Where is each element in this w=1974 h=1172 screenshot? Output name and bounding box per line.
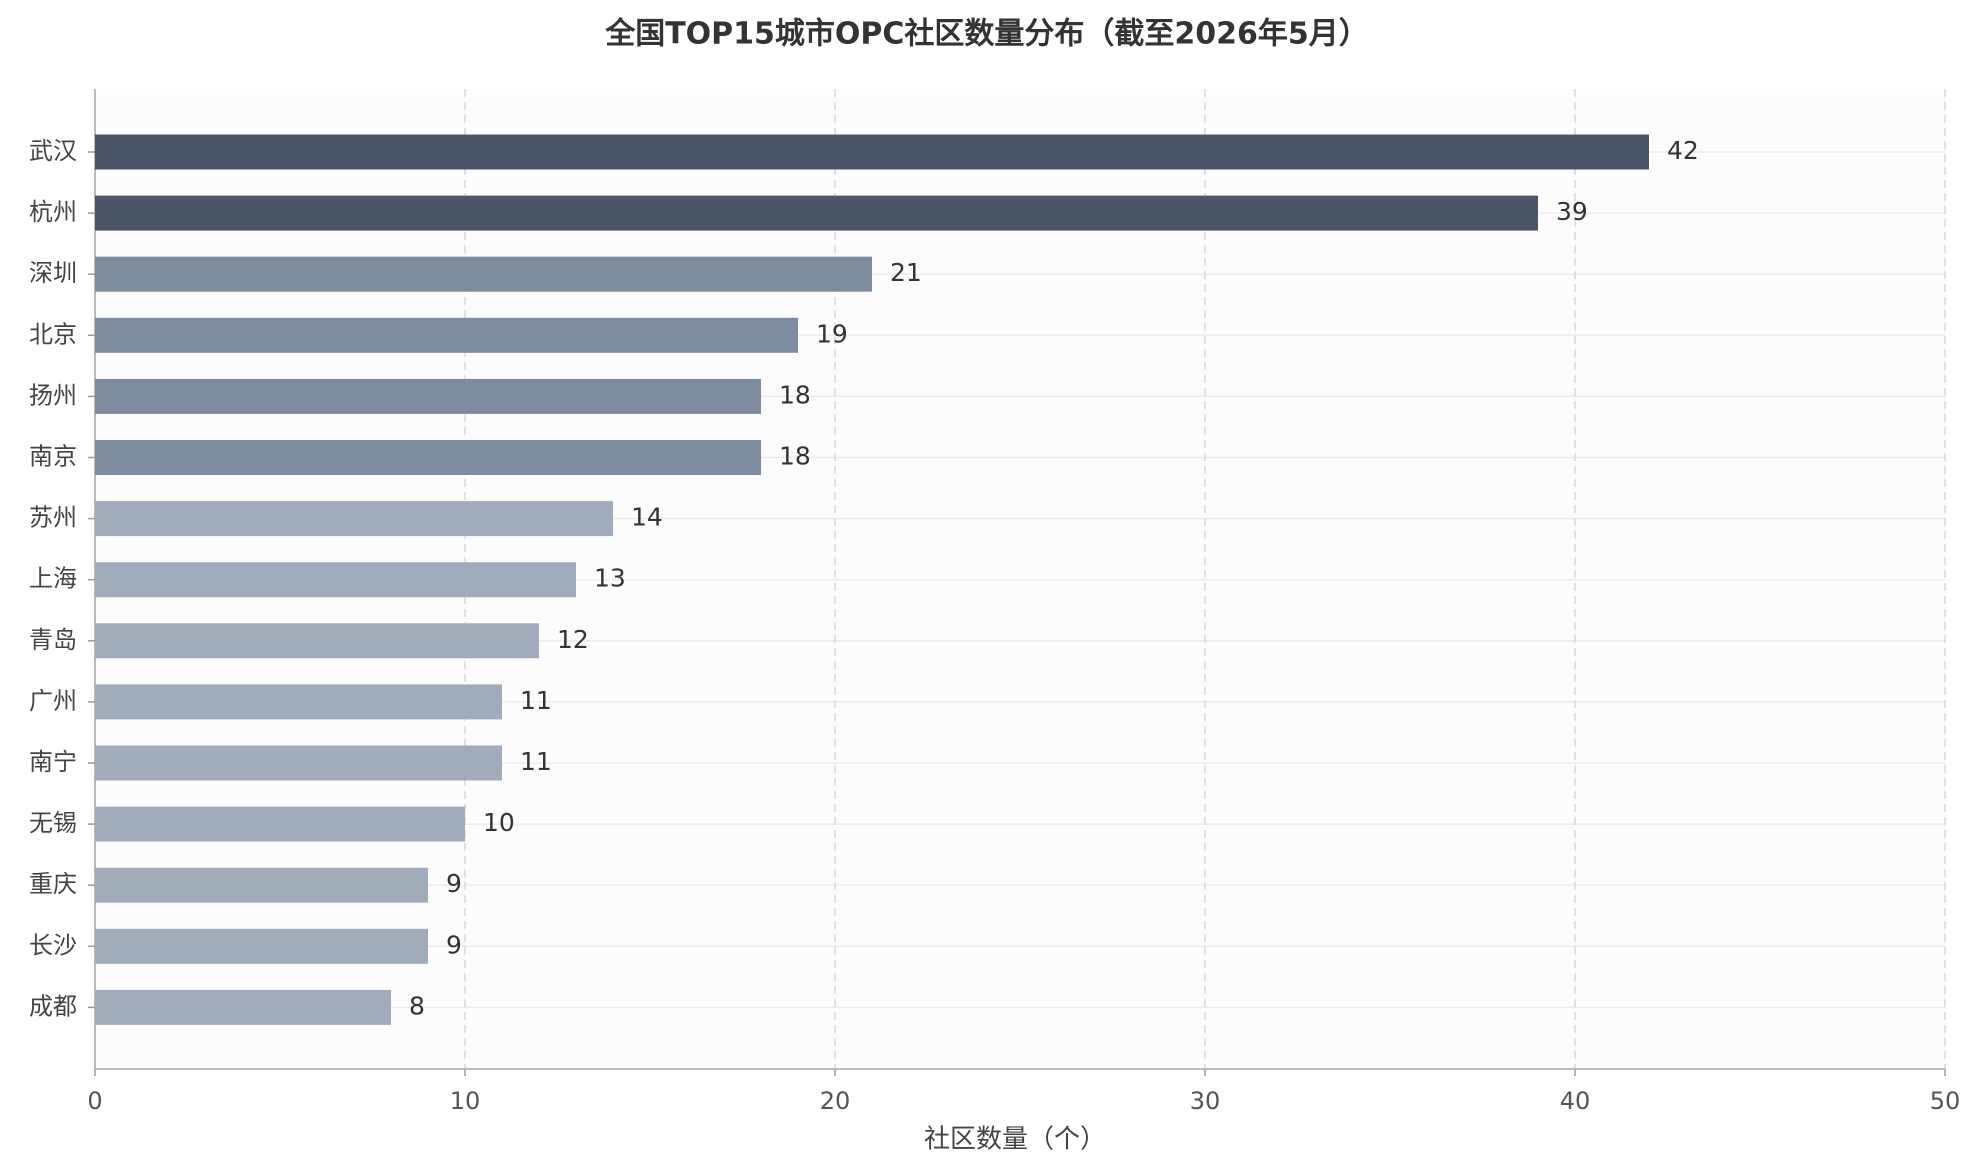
- value-label: 11: [520, 686, 552, 715]
- bar: [95, 440, 761, 475]
- bar: [95, 745, 502, 781]
- bar: [95, 562, 576, 598]
- y-tick-label: 无锡: [29, 809, 77, 837]
- y-tick-label: 广州: [29, 687, 77, 715]
- value-label: 8: [409, 991, 425, 1020]
- y-tick-label: 青岛: [29, 626, 77, 654]
- bar: [95, 928, 428, 964]
- bar: [95, 623, 539, 659]
- value-label: 9: [446, 869, 462, 898]
- y-tick-label: 北京: [29, 320, 77, 348]
- value-label: 14: [631, 503, 663, 532]
- value-label: 18: [779, 442, 811, 471]
- y-tick-label: 深圳: [29, 259, 77, 287]
- bar: [95, 684, 502, 720]
- x-tick-label: 0: [87, 1087, 102, 1115]
- y-tick-label: 武汉: [29, 137, 77, 165]
- x-axis-label: 社区数量（个）: [924, 1125, 1106, 1155]
- chart-title: 全国TOP15城市OPC社区数量分布（截至2026年5月）: [604, 17, 1369, 52]
- bar: [95, 256, 872, 292]
- bar: [95, 195, 1538, 231]
- y-tick-label: 扬州: [29, 381, 77, 409]
- x-tick-label: 10: [450, 1087, 481, 1115]
- value-label: 10: [483, 808, 515, 837]
- value-label: 12: [557, 625, 589, 654]
- x-tick-label: 20: [820, 1087, 851, 1115]
- bar: [95, 134, 1649, 170]
- value-label: 18: [779, 380, 811, 409]
- bar: [95, 501, 613, 537]
- x-tick-label: 50: [1930, 1087, 1961, 1115]
- value-label: 19: [816, 319, 848, 348]
- y-tick-label: 上海: [29, 565, 77, 593]
- value-label: 21: [890, 258, 922, 287]
- y-tick-label: 长沙: [29, 931, 77, 959]
- x-tick-label: 30: [1190, 1087, 1221, 1115]
- value-label: 9: [446, 930, 462, 959]
- value-label: 11: [520, 747, 552, 776]
- value-label: 42: [1667, 136, 1699, 165]
- bar: [95, 317, 798, 353]
- y-tick-label: 苏州: [29, 504, 77, 532]
- bar: [95, 989, 391, 1025]
- value-label: 39: [1556, 197, 1588, 226]
- bar: [95, 806, 465, 842]
- bar: [95, 867, 428, 903]
- value-label: 13: [594, 564, 626, 593]
- y-tick-label: 南京: [29, 443, 77, 471]
- x-tick-label: 40: [1560, 1087, 1591, 1115]
- bar: [95, 378, 761, 414]
- y-tick-label: 成都: [29, 992, 77, 1020]
- y-tick-label: 杭州: [29, 198, 77, 226]
- y-tick-label: 南宁: [29, 748, 77, 776]
- y-tick-label: 重庆: [29, 870, 77, 898]
